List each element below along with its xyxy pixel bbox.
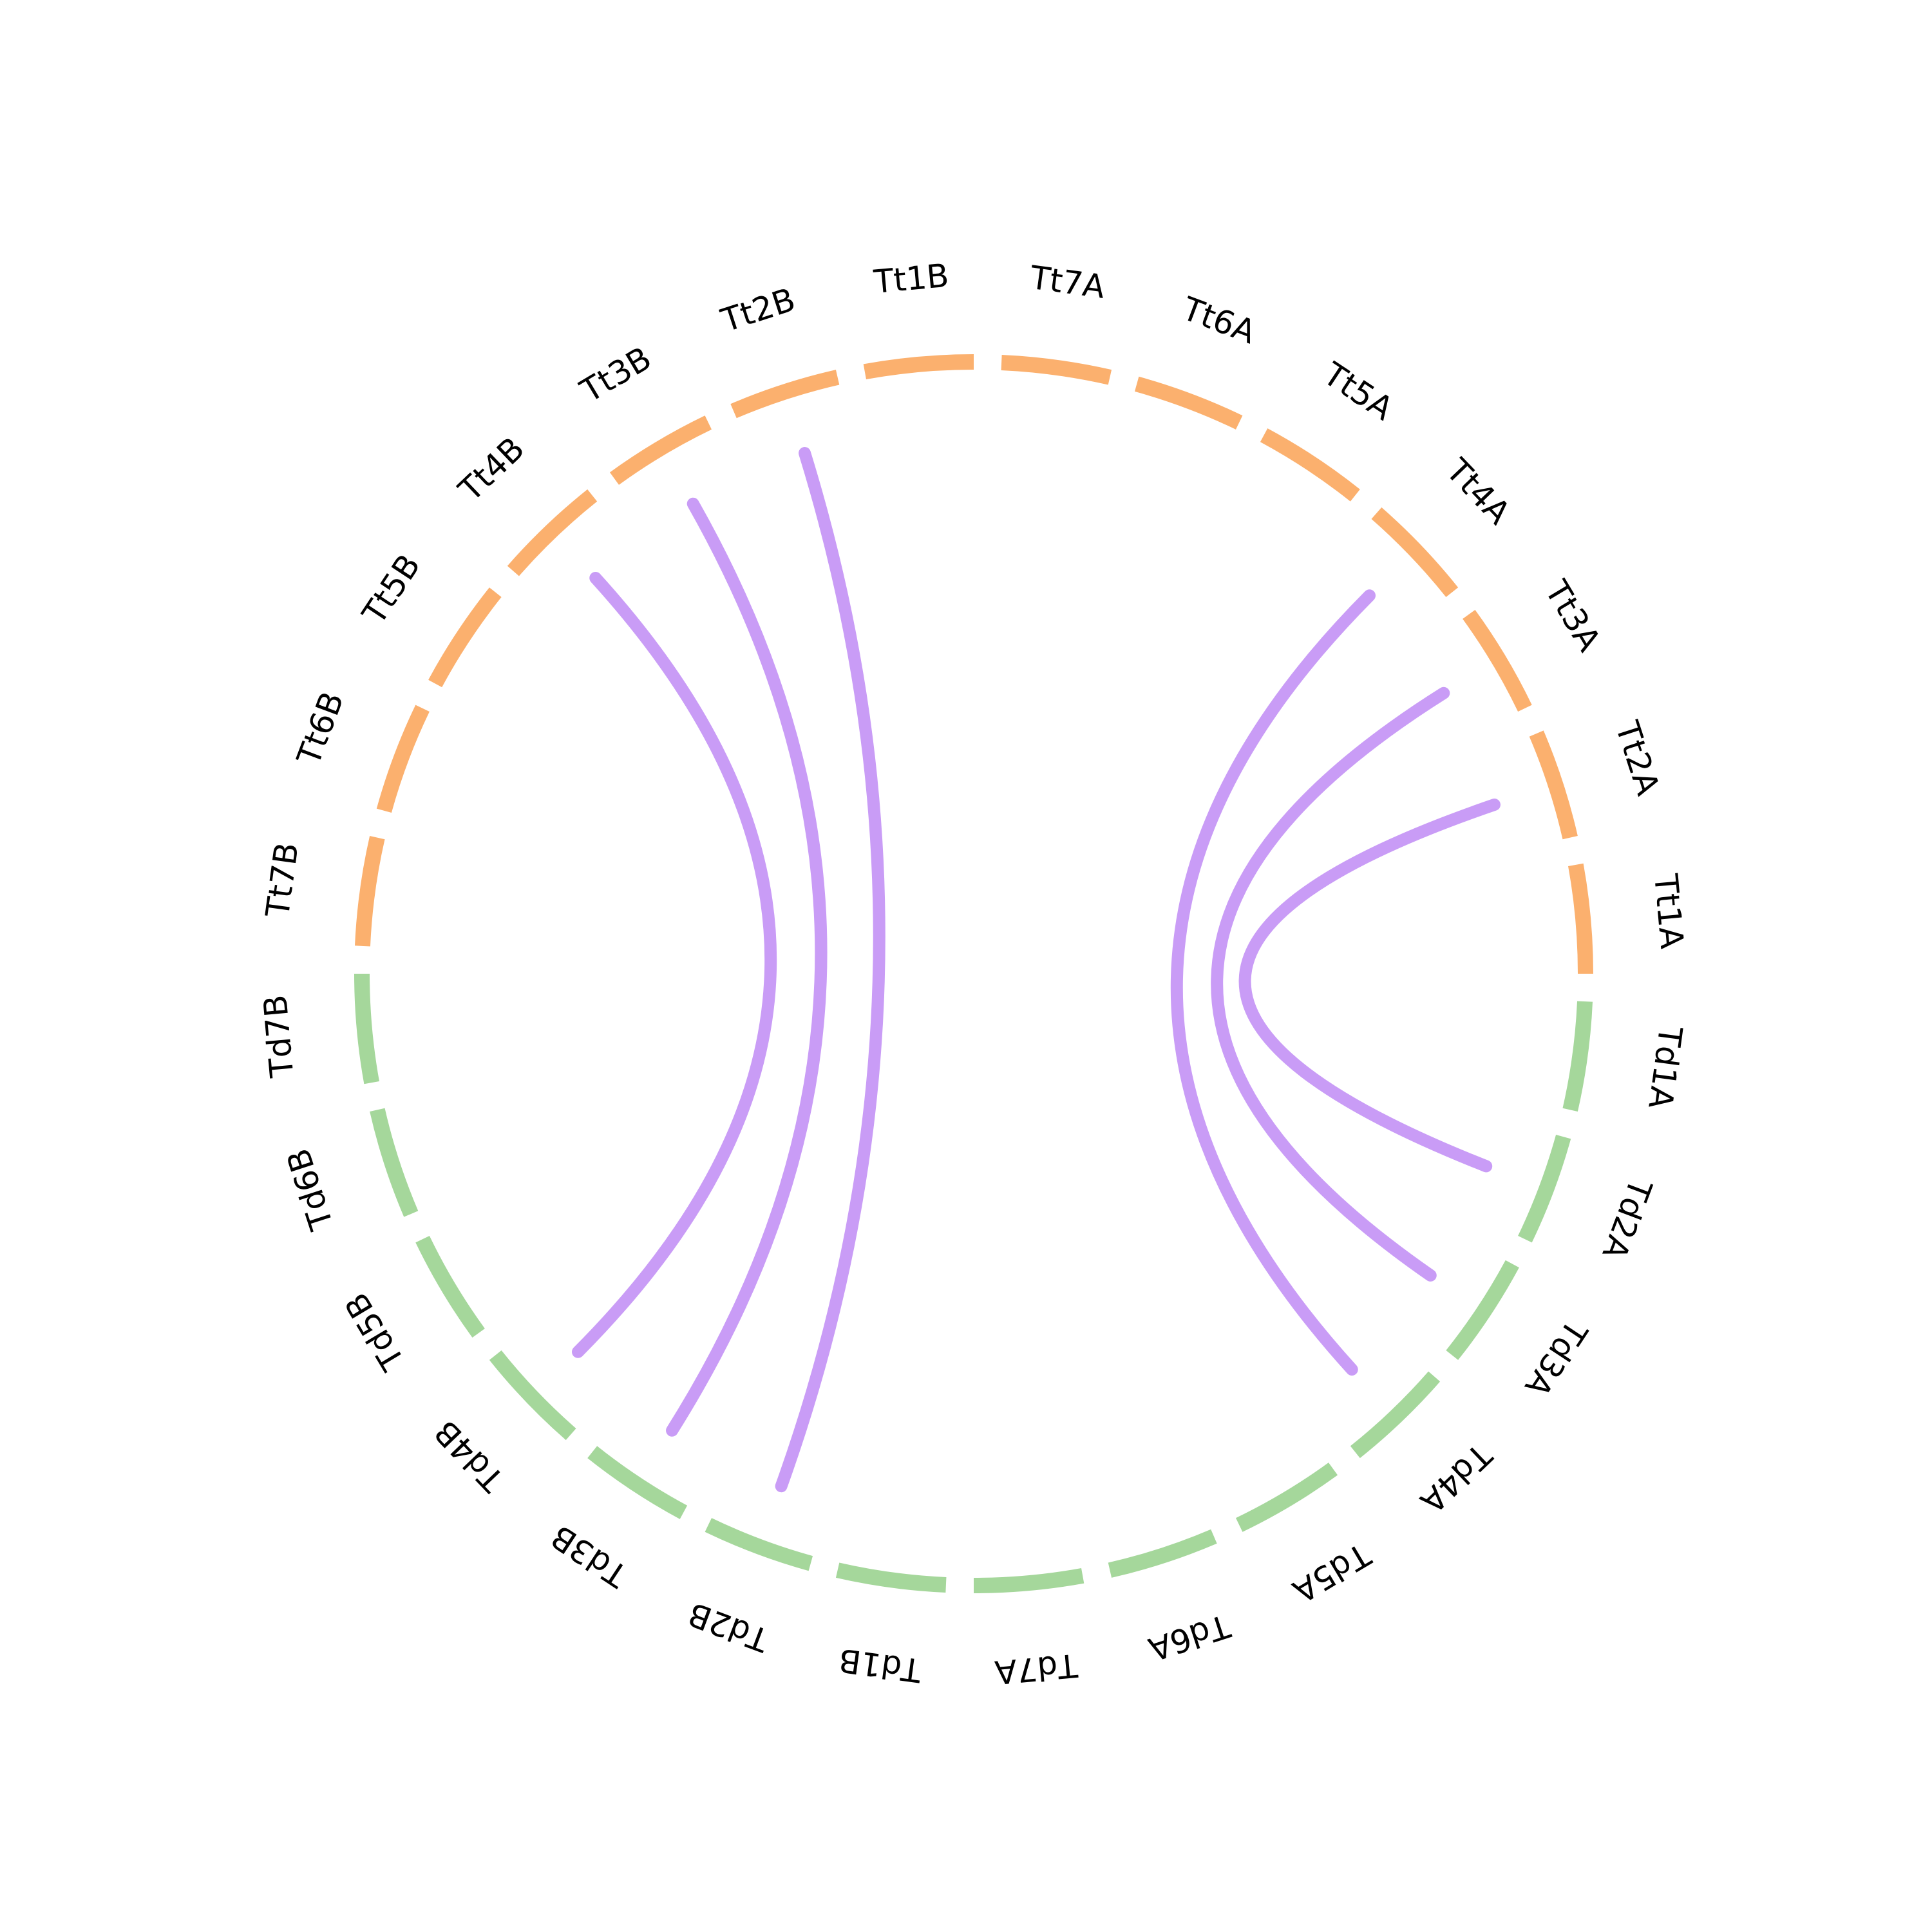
segment-tt3a — [1463, 609, 1532, 712]
segment-tt1a — [1568, 863, 1593, 974]
link-td4b-tt4b — [571, 571, 777, 1358]
segment-label-tt2a: Tt2A — [1608, 716, 1667, 799]
segment-label-td4b: Td4B — [427, 1413, 511, 1499]
segment-td6a — [1108, 1529, 1217, 1578]
segments-layer — [354, 354, 1593, 1593]
segment-tt5b — [428, 587, 502, 688]
segment-td5a — [1235, 1463, 1338, 1532]
segment-label-td7b: Td7B — [256, 993, 301, 1079]
segment-label-tt4a: Tt4A — [1439, 451, 1518, 532]
segment-label-td6b: Td6B — [279, 1144, 341, 1235]
segment-label-tt3b: Tt3B — [574, 339, 658, 410]
segment-tt4b — [507, 489, 598, 576]
segment-label-tt1a: Tt1A — [1647, 872, 1690, 951]
segment-label-td1a: Td1A — [1641, 1023, 1689, 1111]
segment-label-tt7b: Tt7B — [259, 840, 306, 920]
segment-label-td7a: Td7A — [993, 1646, 1079, 1690]
segment-tt2b — [730, 370, 840, 419]
segment-tt2a — [1529, 730, 1578, 840]
segment-label-td3b: Td3B — [544, 1518, 634, 1595]
segment-td3a — [1446, 1260, 1519, 1360]
segment-label-tt7a: Tt7A — [1027, 259, 1107, 306]
segment-td6b — [370, 1108, 419, 1217]
segment-tt5a — [1260, 428, 1360, 502]
segment-td1a — [1562, 1001, 1593, 1112]
segment-label-tt6a: Tt6A — [1177, 290, 1260, 352]
link-td2a-tt2a — [1238, 799, 1501, 1173]
segment-label-tt2b: Tt2B — [716, 281, 799, 339]
link-td3a-tt3a — [1211, 687, 1450, 1282]
segment-td7b — [354, 973, 379, 1084]
segment-td5b — [415, 1235, 485, 1338]
segment-td2b — [705, 1518, 813, 1571]
links-layer — [571, 447, 1501, 1493]
segment-tt3b — [609, 415, 712, 485]
segment-label-td5b: Td5B — [337, 1287, 412, 1378]
segment-label-td6a: Td6A — [1144, 1607, 1235, 1668]
segment-td4a — [1350, 1371, 1441, 1459]
segment-label-td5a: Td5A — [1287, 1535, 1378, 1610]
segment-tt6a — [1134, 376, 1243, 430]
segment-label-tt5b: Tt5B — [355, 547, 428, 631]
segment-td7a — [973, 1568, 1084, 1593]
segment-label-tt1b: Tt1B — [872, 257, 951, 301]
segment-label-td3a: Td3A — [1518, 1313, 1595, 1403]
link-td4a-tt4a — [1170, 589, 1376, 1376]
link-td3b-tt3b — [666, 497, 828, 1437]
segment-tt7b — [354, 835, 385, 947]
segment-label-tt5a: Tt5A — [1316, 355, 1400, 428]
segment-tt1b — [863, 354, 974, 379]
segment-label-td2b: Td2B — [683, 1595, 775, 1660]
segment-td2a — [1518, 1134, 1571, 1243]
segment-tt4a — [1371, 507, 1459, 598]
segment-label-tt4b: Tt4B — [451, 430, 532, 509]
segment-td1b — [835, 1562, 947, 1593]
segment-label-tt6b: Tt6B — [290, 687, 352, 770]
segment-label-tt3a: Tt3A — [1537, 574, 1608, 658]
segment-label-td2a: Td2A — [1595, 1173, 1660, 1264]
segment-td3b — [587, 1446, 688, 1519]
link-td2b-tt2b — [775, 447, 886, 1493]
segment-label-td1b: Td1B — [837, 1641, 924, 1689]
segment-td4b — [489, 1350, 576, 1441]
segment-tt6b — [376, 705, 430, 813]
segment-label-td4a: Td4A — [1413, 1435, 1499, 1520]
segment-tt7a — [1001, 354, 1112, 385]
